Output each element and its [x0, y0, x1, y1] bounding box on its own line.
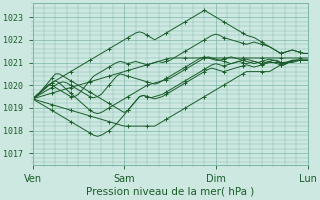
X-axis label: Pression niveau de la mer( hPa ): Pression niveau de la mer( hPa ) — [86, 187, 254, 197]
